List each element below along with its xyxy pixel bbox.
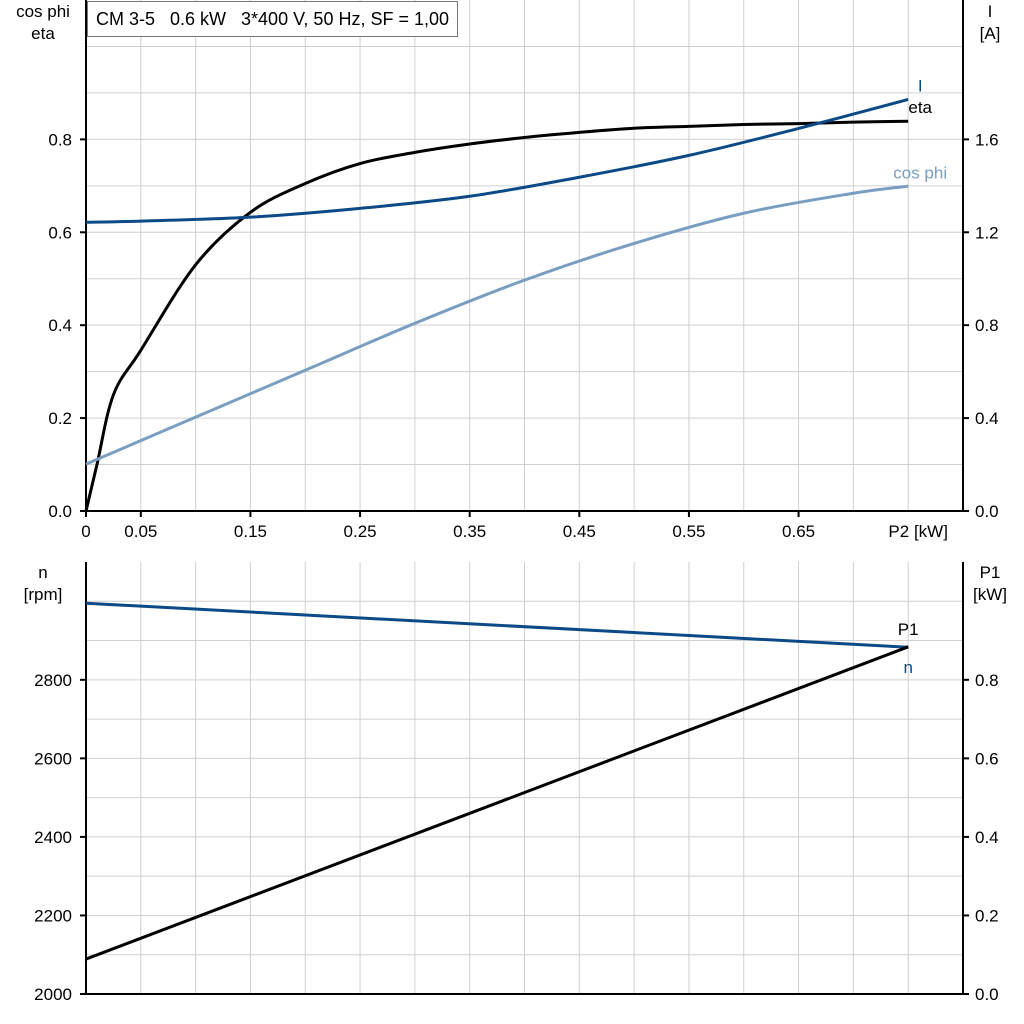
x-tick-label: 0.55 [672,522,705,541]
series-line-n [85,601,909,649]
y-tick-label-left: 2000 [34,985,72,1004]
y-tick-label-left: 0.8 [48,130,72,149]
y-axis-label-right: [kW] [973,585,1007,604]
series-label-n: n [903,658,912,677]
series-line-i [85,97,909,224]
y-tick-label-right: 0.8 [975,671,999,690]
y-axis-label-right: [A] [980,24,1001,43]
series-label-cos-phi: cos phi [893,163,947,182]
series-label-i: I [918,76,923,95]
y-tick-label-right: 1.6 [975,130,999,149]
y-axis-label-right: P1 [980,563,1001,582]
x-tick-label: 0.45 [563,522,596,541]
y-tick-label-right: 0.0 [975,985,999,1004]
x-tick-label: 0.05 [124,522,157,541]
y-axis-label-left: [rpm] [24,585,63,604]
series-line-eta [84,119,909,512]
y-tick-label-left: 0.4 [48,316,72,335]
series-label-p1: P1 [898,620,919,639]
y-tick-label-left: 2400 [34,828,72,847]
y-tick-label-left: 0.6 [48,223,72,242]
series-line-cos-phi [85,184,909,466]
y-tick-label-right: 0.2 [975,906,999,925]
x-axis-label: P2 [kW] [888,522,948,541]
y-axis-label-left: eta [31,24,55,43]
y-axis-label-right: I [988,2,993,21]
y-tick-label-left: 0.2 [48,409,72,428]
y-tick-label-right: 1.2 [975,223,999,242]
x-tick-label: 0 [81,522,90,541]
y-tick-label-right: 0.4 [975,828,999,847]
chart-title: CM 3-5 0.6 kW 3*400 V, 50 Hz, SF = 1,00 [87,1,459,37]
series-line-p1 [85,645,909,961]
x-tick-label: 0.35 [453,522,486,541]
y-tick-label-left: 2800 [34,671,72,690]
y-tick-label-left: 0.0 [48,502,72,521]
y-tick-label-left: 2200 [34,906,72,925]
y-tick-label-left: 2600 [34,749,72,768]
y-axis-label-left: cos phi [16,2,70,21]
y-tick-label-right: 0.4 [975,409,999,428]
y-tick-label-right: 0.8 [975,316,999,335]
y-tick-label-right: 0.0 [975,502,999,521]
y-axis-label-left: n [38,563,47,582]
series-label-eta: eta [908,98,932,117]
y-tick-label-right: 0.6 [975,749,999,768]
x-tick-label: 0.25 [344,522,377,541]
x-tick-label: 0.65 [782,522,815,541]
x-tick-label: 0.15 [234,522,267,541]
